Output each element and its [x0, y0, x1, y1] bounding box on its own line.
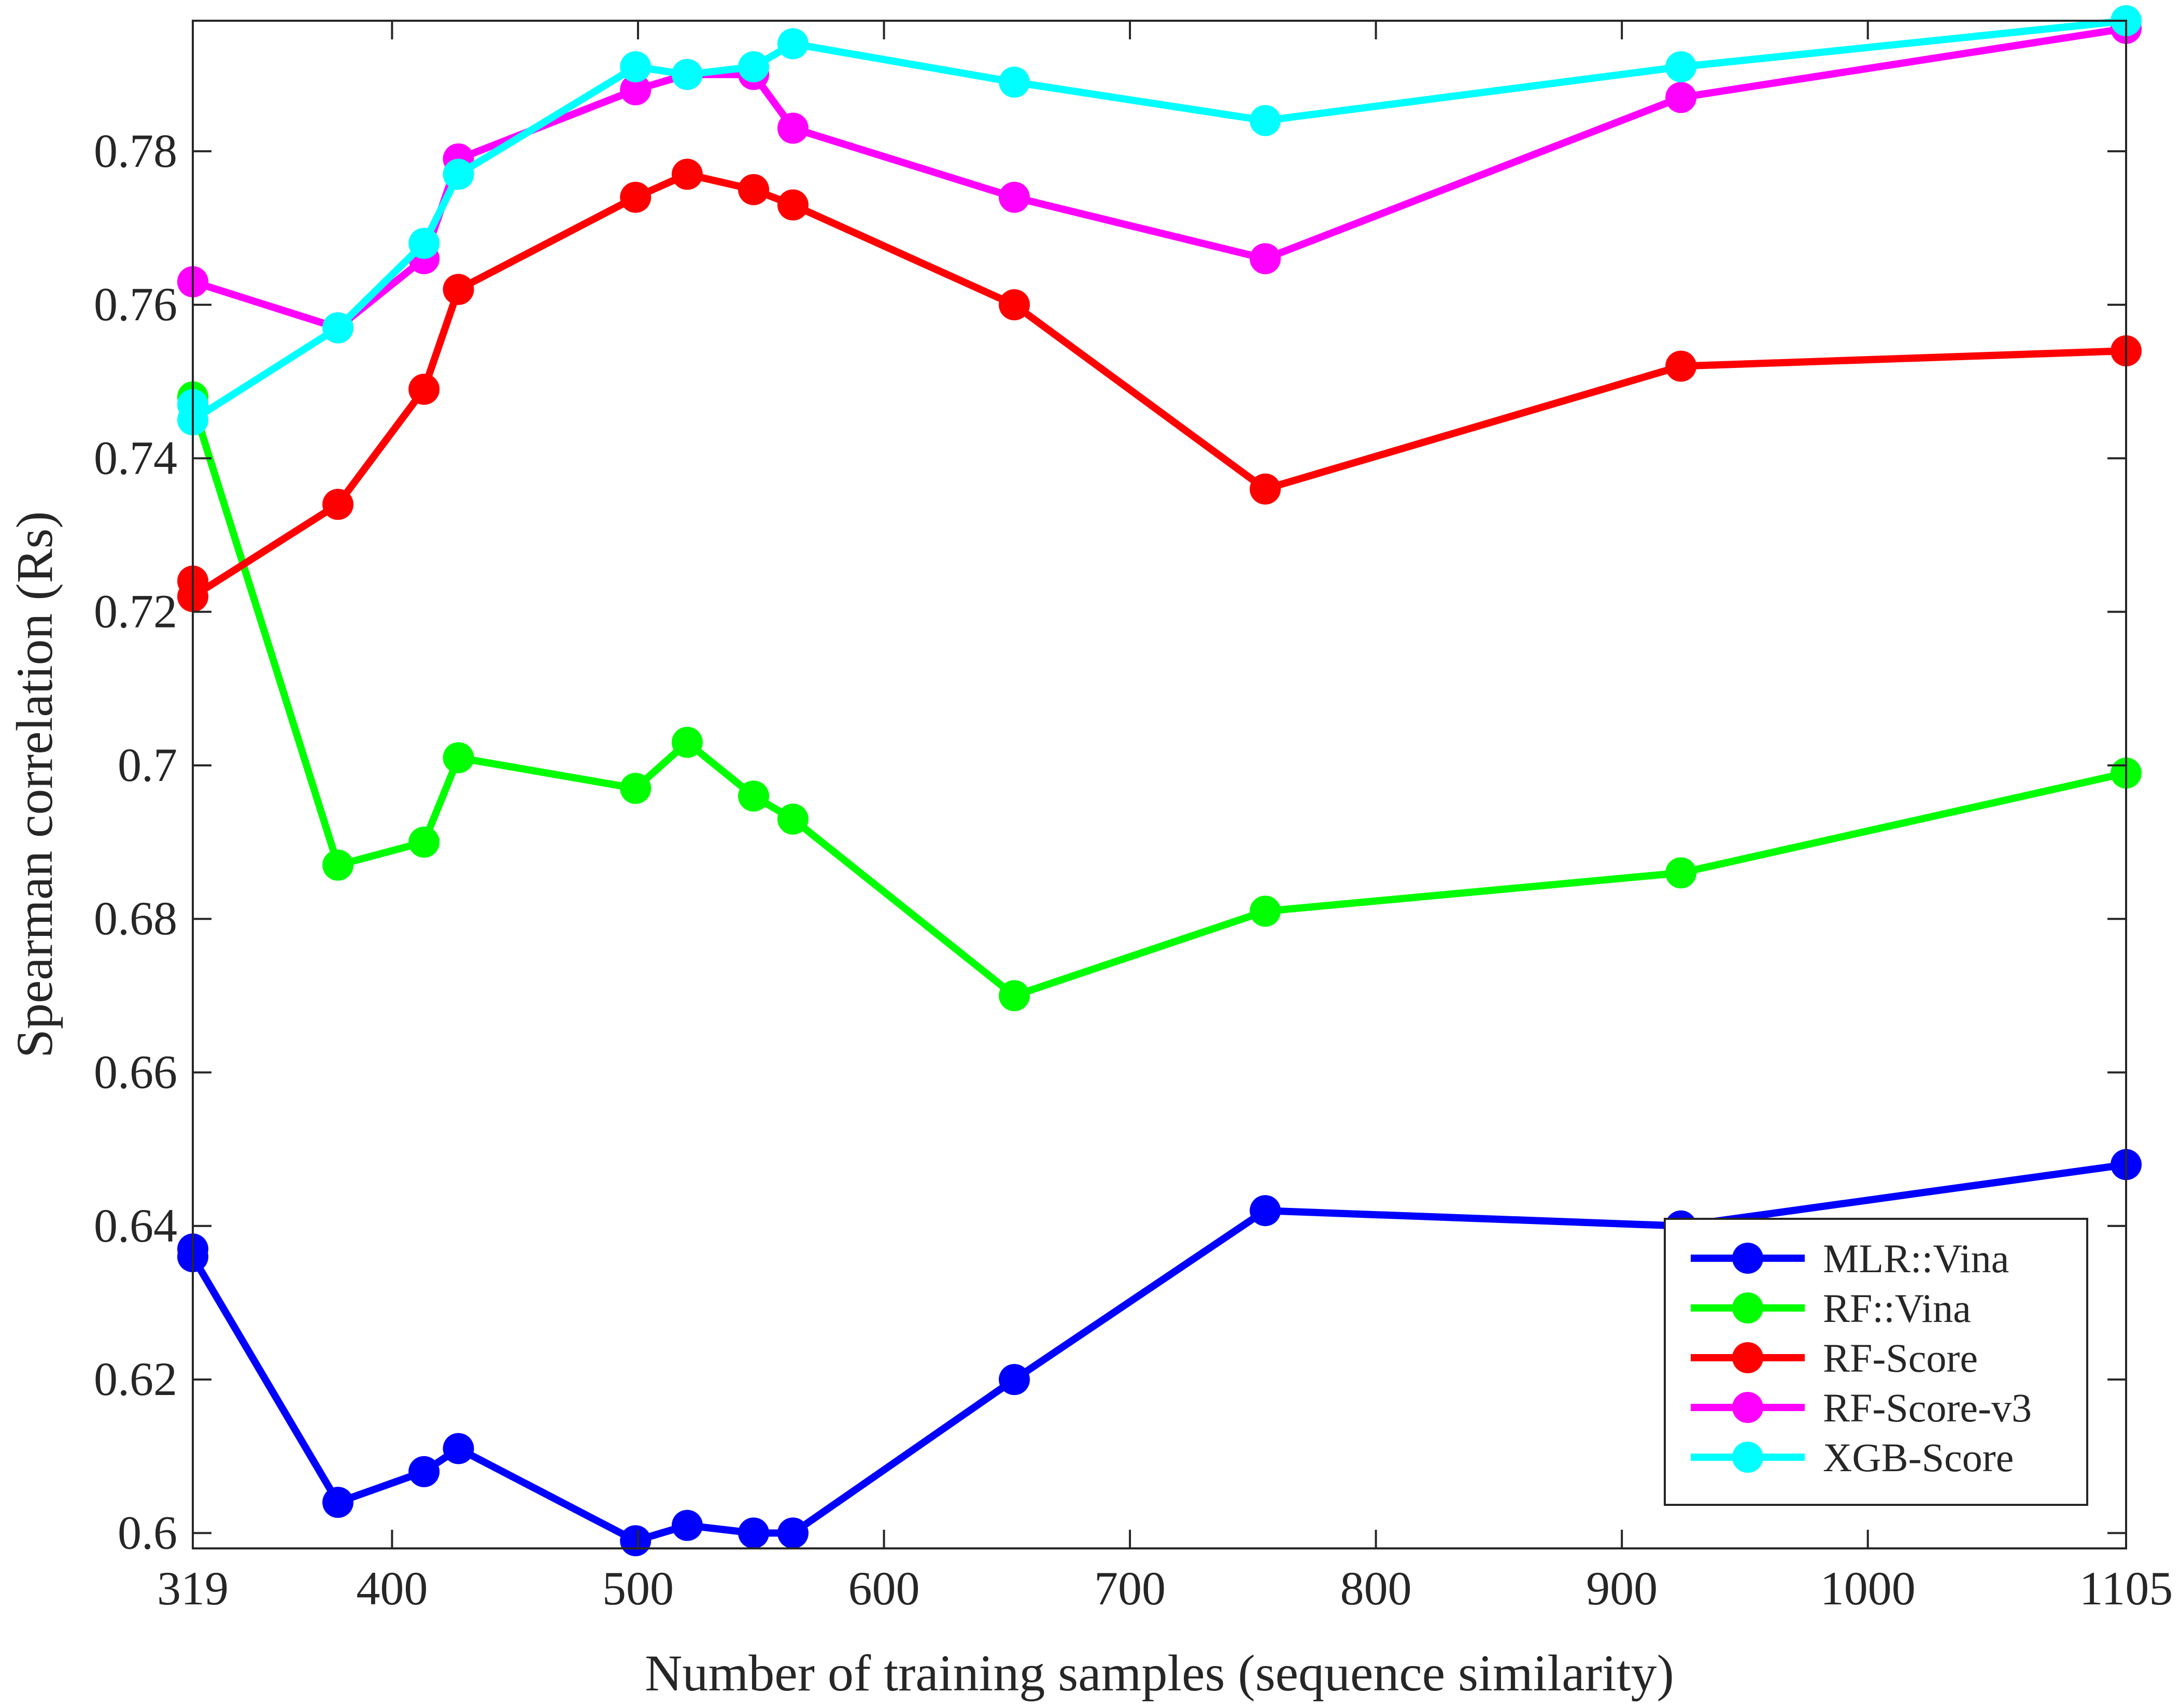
data-point [777, 189, 809, 221]
legend-item: XGB-Score [1691, 1435, 2014, 1480]
y-tick-label: 0.76 [94, 278, 177, 331]
data-point [999, 289, 1030, 321]
data-point [999, 980, 1030, 1012]
data-point [1250, 243, 1281, 275]
data-point [443, 1433, 474, 1464]
data-point [1665, 350, 1697, 382]
data-point [738, 174, 769, 205]
data-point [1250, 473, 1281, 505]
y-tick-label: 0.74 [94, 431, 177, 484]
data-point [1250, 105, 1281, 136]
x-tick-label: 400 [356, 1562, 428, 1615]
data-point [620, 181, 652, 213]
x-tick-label: 600 [848, 1562, 919, 1615]
x-tick-label: 1000 [1820, 1562, 1916, 1615]
data-point [408, 227, 440, 259]
legend-label: XGB-Score [1823, 1435, 2014, 1480]
data-point [1250, 895, 1281, 927]
legend-item: RF::Vina [1691, 1286, 1971, 1331]
series-2 [177, 159, 2142, 613]
y-tick-label: 0.78 [94, 124, 177, 177]
data-point [322, 489, 353, 520]
x-tick-label: 1105 [2079, 1562, 2173, 1615]
data-point [620, 773, 652, 804]
data-point [738, 1517, 769, 1549]
data-point [620, 51, 652, 82]
y-tick-label: 0.72 [94, 585, 177, 638]
legend-label: MLR::Vina [1823, 1236, 2009, 1281]
data-point [322, 312, 353, 344]
legend-item: RF-Score-v3 [1691, 1385, 2032, 1430]
data-point [671, 727, 703, 758]
legend-swatch-marker [1732, 1442, 1763, 1473]
x-tick-label: 700 [1094, 1562, 1166, 1615]
data-point [322, 849, 353, 881]
data-point [738, 51, 769, 82]
legend: MLR::VinaRF::VinaRF-ScoreRF-Score-v3XGB-… [1664, 1218, 2088, 1506]
legend-label: RF::Vina [1823, 1286, 1971, 1331]
y-tick-label: 0.66 [94, 1046, 177, 1099]
x-tick-label: 800 [1340, 1562, 1412, 1615]
x-tick-label: 319 [157, 1562, 229, 1615]
legend-label: RF-Score-v3 [1823, 1385, 2032, 1430]
data-point [443, 159, 474, 190]
data-point [777, 112, 809, 144]
data-point [777, 803, 809, 835]
y-tick-label: 0.7 [118, 738, 177, 791]
data-point [322, 1487, 353, 1518]
data-point [620, 1525, 652, 1557]
data-point [408, 1456, 440, 1487]
data-point [671, 1510, 703, 1541]
legend-swatch-marker [1732, 1243, 1763, 1274]
data-point [777, 28, 809, 60]
data-point [777, 1517, 809, 1549]
y-tick-label: 0.62 [94, 1353, 177, 1405]
data-point [620, 74, 652, 106]
data-point [443, 742, 474, 774]
legend-item: RF-Score [1691, 1335, 1978, 1380]
axes-box [192, 20, 2127, 1549]
y-tick-label: 0.64 [94, 1199, 177, 1252]
data-point [999, 181, 1030, 213]
legend-swatch-marker [1732, 1342, 1763, 1373]
x-axis-label: Number of training samples (sequence sim… [645, 1644, 1674, 1702]
y-tick-label: 0.68 [94, 892, 177, 945]
axes-layer: 319 400 500 600 700 800 900 1000 1105 0.6 0.62 0.64… [94, 20, 2173, 1615]
data-point [671, 159, 703, 190]
legend-label: RF-Score [1823, 1335, 1978, 1380]
data-point [1665, 82, 1697, 113]
data-point [1665, 857, 1697, 889]
legend-swatch-marker [1732, 1392, 1763, 1423]
data-point [1665, 51, 1697, 82]
data-point [408, 374, 440, 405]
data-point [999, 66, 1030, 98]
series-line [191, 24, 2127, 332]
y-axis-label: Spearman correlation (Rs) [6, 511, 63, 1058]
data-point [999, 1364, 1030, 1396]
data-point [738, 780, 769, 812]
legend-swatch-marker [1732, 1292, 1763, 1323]
data-point [671, 59, 703, 90]
data-point [443, 274, 474, 305]
legend-item: MLR::Vina [1691, 1236, 2009, 1281]
y-tick-label: 0.6 [118, 1506, 177, 1559]
data-point [408, 827, 440, 858]
data-point [1250, 1195, 1281, 1227]
x-tick-label: 500 [602, 1562, 674, 1615]
x-tick-label: 900 [1586, 1562, 1658, 1615]
